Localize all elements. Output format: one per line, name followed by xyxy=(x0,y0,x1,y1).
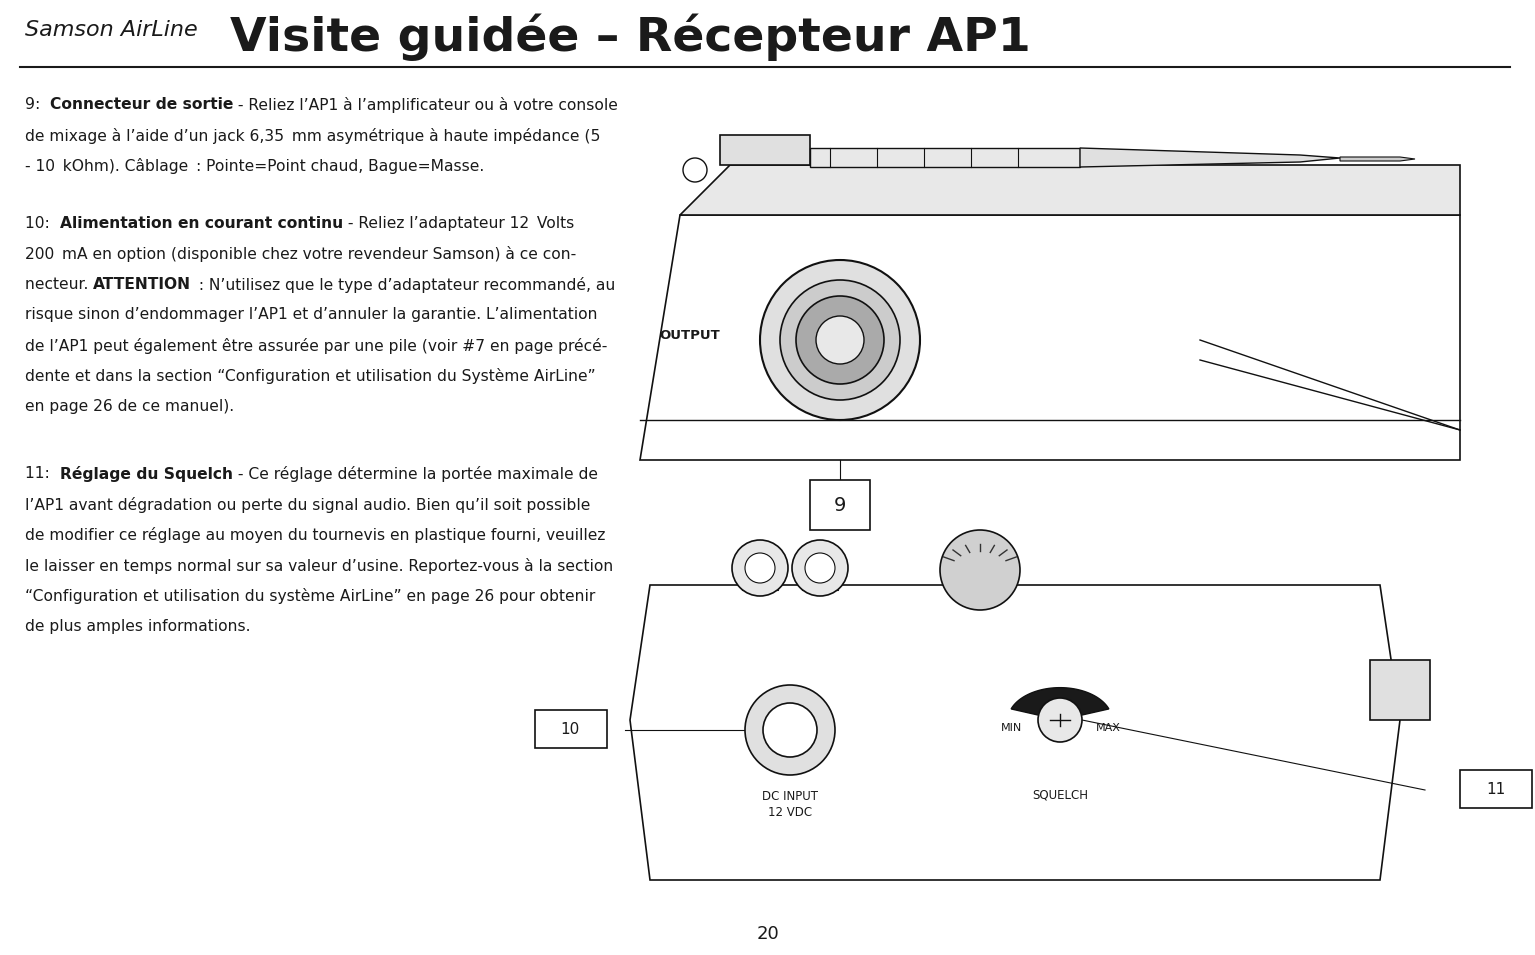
Polygon shape xyxy=(629,585,1400,880)
Text: necteur.: necteur. xyxy=(25,277,94,292)
Circle shape xyxy=(804,553,835,583)
Text: Alimentation en courant continu: Alimentation en courant continu xyxy=(60,216,342,231)
Circle shape xyxy=(763,703,817,757)
Circle shape xyxy=(1038,698,1082,742)
Bar xyxy=(810,480,870,530)
Text: OUTPUT: OUTPUT xyxy=(659,329,720,342)
Text: DC INPUT
12 VDC: DC INPUT 12 VDC xyxy=(761,790,818,819)
Text: 20: 20 xyxy=(757,925,778,943)
Text: MIN: MIN xyxy=(1001,723,1022,733)
Polygon shape xyxy=(720,135,810,165)
Text: SQUELCH: SQUELCH xyxy=(1032,788,1088,801)
Polygon shape xyxy=(680,165,1460,215)
Circle shape xyxy=(939,530,1019,610)
Text: le laisser en temps normal sur sa valeur d’usine. Reportez-vous à la section: le laisser en temps normal sur sa valeur… xyxy=(25,558,614,574)
Text: 10: 10 xyxy=(560,721,580,736)
Text: 9:: 9: xyxy=(25,97,51,112)
Circle shape xyxy=(744,685,835,775)
Text: “Configuration et utilisation du système AirLine” en page 26 pour obtenir: “Configuration et utilisation du système… xyxy=(25,588,596,605)
Text: : N’utilisez que le type d’adaptateur recommandé, au: : N’utilisez que le type d’adaptateur re… xyxy=(192,277,616,293)
Text: 9: 9 xyxy=(834,496,846,515)
Text: 200 mA en option (disponible chez votre revendeur Samson) à ce con-: 200 mA en option (disponible chez votre … xyxy=(25,246,576,263)
Text: MAX: MAX xyxy=(1096,723,1121,733)
Text: de l’AP1 peut également être assurée par une pile (voir #7 en page précé-: de l’AP1 peut également être assurée par… xyxy=(25,338,608,354)
Circle shape xyxy=(760,260,919,420)
Text: dente et dans la section “Configuration et utilisation du Système AirLine”: dente et dans la section “Configuration … xyxy=(25,369,596,385)
Bar xyxy=(536,710,606,748)
Text: en page 26 de ce manuel).: en page 26 de ce manuel). xyxy=(25,399,235,414)
Polygon shape xyxy=(1012,688,1108,720)
Polygon shape xyxy=(1081,148,1340,167)
Circle shape xyxy=(817,316,864,364)
Text: de modifier ce réglage au moyen du tournevis en plastique fourni, veuillez: de modifier ce réglage au moyen du tourn… xyxy=(25,527,605,543)
Polygon shape xyxy=(640,215,1460,460)
Text: - 10 kOhm). Câblage : Pointe=Point chaud, Bague=Masse.: - 10 kOhm). Câblage : Pointe=Point chaud… xyxy=(25,158,484,174)
Bar xyxy=(1460,770,1532,808)
Bar xyxy=(801,568,838,590)
Text: ATTENTION: ATTENTION xyxy=(94,277,192,292)
Text: l’AP1 avant dégradation ou perte du signal audio. Bien qu’il soit possible: l’AP1 avant dégradation ou perte du sign… xyxy=(25,497,591,513)
Text: de mixage à l’aide d’un jack 6,35 mm asymétrique à haute impédance (5: de mixage à l’aide d’un jack 6,35 mm asy… xyxy=(25,128,600,143)
Text: Connecteur de sortie: Connecteur de sortie xyxy=(51,97,233,112)
Text: 11: 11 xyxy=(1486,781,1506,796)
Circle shape xyxy=(792,540,847,596)
Circle shape xyxy=(744,553,775,583)
Text: - Reliez l’adaptateur 12 Volts: - Reliez l’adaptateur 12 Volts xyxy=(342,216,574,231)
Text: Réglage du Squelch: Réglage du Squelch xyxy=(60,466,232,482)
Polygon shape xyxy=(1340,157,1415,161)
Text: 11:: 11: xyxy=(25,466,60,481)
Circle shape xyxy=(780,280,900,400)
Circle shape xyxy=(683,158,708,182)
Circle shape xyxy=(732,540,787,596)
Text: - Ce réglage détermine la portée maximale de: - Ce réglage détermine la portée maximal… xyxy=(232,466,597,482)
Text: 10:: 10: xyxy=(25,216,60,231)
Circle shape xyxy=(797,296,884,384)
Text: risque sinon d’endommager l’AP1 et d’annuler la garantie. L’alimentation: risque sinon d’endommager l’AP1 et d’ann… xyxy=(25,308,597,323)
Polygon shape xyxy=(810,148,1081,167)
Text: Samson AirLine: Samson AirLine xyxy=(25,20,198,40)
Bar xyxy=(741,568,778,590)
Bar xyxy=(1371,660,1431,720)
Text: - Reliez l’AP1 à l’amplificateur ou à votre console: - Reliez l’AP1 à l’amplificateur ou à vo… xyxy=(233,97,619,113)
Text: de plus amples informations.: de plus amples informations. xyxy=(25,619,250,633)
Text: Visite guidée – Récepteur AP1: Visite guidée – Récepteur AP1 xyxy=(230,13,1030,60)
